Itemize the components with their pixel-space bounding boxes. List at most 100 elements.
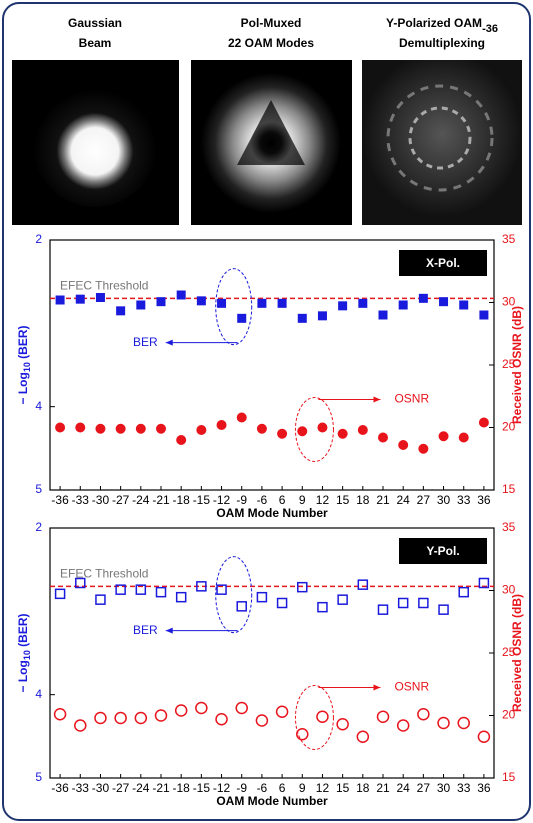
ber-marker	[439, 297, 448, 306]
osnr-marker	[176, 435, 186, 445]
osnr-marker	[75, 423, 85, 433]
x-tick-label: -24	[132, 493, 150, 507]
ber-marker	[419, 294, 428, 303]
osnr-marker	[297, 426, 307, 436]
ber-marker	[56, 296, 65, 305]
badge: X-Pol.	[426, 256, 460, 270]
x-tick-label: -6	[257, 493, 268, 507]
y-tick-label: 5	[35, 482, 42, 496]
x-tick-label: 36	[477, 493, 491, 507]
x-tick-label: 24	[397, 493, 411, 507]
threshold-label: EFEC Threshold	[60, 567, 148, 581]
x-tick-label: 18	[356, 781, 370, 795]
y-label-part: (BER)	[16, 613, 30, 650]
y-tick-label: 5	[35, 770, 42, 784]
x-tick-label: -33	[72, 781, 90, 795]
ber-marker	[197, 296, 206, 305]
osnr-marker	[257, 424, 267, 434]
ber-marker	[157, 297, 166, 306]
beam-spot	[33, 83, 157, 207]
ber-marker	[379, 311, 388, 320]
image-panels	[12, 60, 522, 225]
x-tick-label: -12	[213, 493, 231, 507]
plot-area	[50, 528, 494, 778]
ber-marker	[257, 299, 266, 308]
x-tick-label: 18	[356, 493, 370, 507]
ber-marker	[338, 301, 347, 310]
osnr-marker	[378, 433, 388, 443]
x-tick-label: 27	[417, 493, 431, 507]
y-label-part: − Log	[16, 660, 30, 692]
osnr-marker	[55, 423, 65, 433]
y-label-sub: 10	[22, 362, 32, 372]
osnr-marker	[358, 425, 368, 435]
x-tick-label: 15	[336, 781, 350, 795]
x-tick-label: -18	[173, 493, 191, 507]
x-tick-label: -24	[132, 781, 150, 795]
ber-marker	[217, 299, 226, 308]
osnr-marker	[418, 444, 428, 454]
x-tick-label: -9	[236, 493, 247, 507]
y2-axis-label: Received OSNR (dB)	[510, 594, 524, 712]
x-tick-label: 36	[477, 781, 491, 795]
ber-marker	[298, 314, 307, 323]
ber-marker	[278, 299, 287, 308]
panel-title: 22 OAM Modes	[228, 36, 314, 50]
panel-title: Pol-Muxed	[241, 16, 302, 30]
ber-marker	[237, 314, 246, 323]
x-tick-label: 12	[316, 781, 330, 795]
panel-title: Beam	[79, 36, 112, 50]
x-tick-label: 9	[299, 781, 306, 795]
y-tick-label: 2	[35, 520, 42, 534]
osnr-marker	[116, 424, 126, 434]
osnr-marker	[459, 433, 469, 443]
ber-marker	[96, 293, 105, 302]
ber-marker	[177, 291, 186, 300]
osnr-marker	[479, 418, 489, 428]
panel-title-main: Y-Polarized OAM	[386, 16, 482, 30]
osnr-marker	[317, 423, 327, 433]
x-tick-label: -15	[193, 493, 211, 507]
y-tick-label: 4	[35, 399, 42, 413]
x-tick-label: -9	[236, 781, 247, 795]
x-tick-label: -36	[51, 781, 69, 795]
y2-axis-label: Received OSNR (dB)	[510, 306, 524, 424]
plot-area	[50, 240, 494, 490]
x-tick-label: 24	[397, 781, 411, 795]
ber-marker	[399, 301, 408, 310]
x-tick-label: -30	[92, 493, 110, 507]
x-tick-label: 30	[437, 781, 451, 795]
ber-marker	[116, 306, 125, 315]
ber-marker	[76, 295, 85, 304]
panel-title-sub: -36	[482, 23, 498, 35]
x-tick-label: 21	[376, 493, 390, 507]
x-tick-label: -30	[92, 781, 110, 795]
osnr-marker	[338, 429, 348, 439]
x-tick-label: -21	[152, 493, 170, 507]
osnr-marker	[95, 424, 105, 434]
osnr-marker	[439, 431, 449, 441]
x-tick-label: 9	[299, 493, 306, 507]
x-tick-label: -6	[257, 781, 268, 795]
ber-marker	[136, 301, 145, 310]
threshold-label: EFEC Threshold	[60, 279, 148, 293]
x-tick-label: 12	[316, 493, 330, 507]
x-tick-label: -21	[152, 781, 170, 795]
y-label-part: − Log	[16, 372, 30, 404]
x-tick-label: -33	[72, 493, 90, 507]
x-tick-label: 33	[457, 493, 471, 507]
y2-tick-label: 15	[502, 770, 516, 784]
x-axis-label: OAM Mode Number	[216, 506, 328, 520]
ber-marker	[358, 299, 367, 308]
osnr-marker	[277, 429, 287, 439]
osnr-marker	[136, 424, 146, 434]
y-tick-label: 2	[35, 232, 42, 246]
panel-title: Demultiplexing	[399, 36, 485, 50]
x-tick-label: 21	[376, 781, 390, 795]
y2-tick-label: 35	[502, 520, 516, 534]
osnr-marker	[217, 420, 227, 430]
x-tick-label: -27	[112, 781, 130, 795]
ber-marker	[479, 311, 488, 320]
x-axis-label: OAM Mode Number	[216, 794, 328, 808]
x-tick-label: 30	[437, 493, 451, 507]
